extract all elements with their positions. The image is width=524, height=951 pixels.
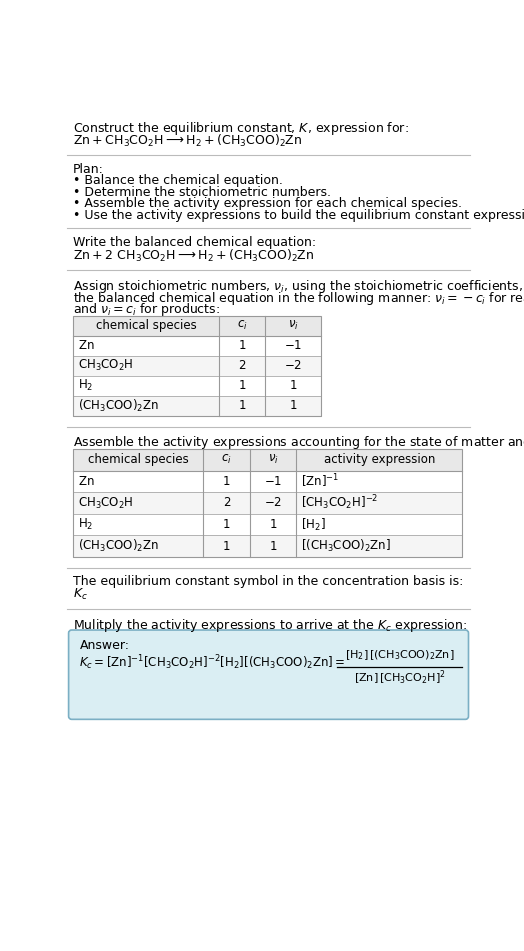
Text: $[(\mathrm{CH_3COO})_2\mathrm{Zn}]$: $[(\mathrm{CH_3COO})_2\mathrm{Zn}]$ xyxy=(301,538,391,554)
Text: $c_i$: $c_i$ xyxy=(237,320,247,333)
Text: 1: 1 xyxy=(223,518,231,531)
Text: $[\mathrm{H_2}]$: $[\mathrm{H_2}]$ xyxy=(301,516,326,533)
Text: $\nu_i$: $\nu_i$ xyxy=(268,454,279,466)
Text: 1: 1 xyxy=(269,539,277,553)
Text: activity expression: activity expression xyxy=(324,454,435,466)
Bar xyxy=(73,396,321,416)
Text: • Use the activity expressions to build the equilibrium constant expression.: • Use the activity expressions to build … xyxy=(73,209,524,222)
Text: $\mathrm{H_2}$: $\mathrm{H_2}$ xyxy=(78,378,93,394)
Text: 1: 1 xyxy=(238,379,246,393)
Text: $[\mathrm{Zn}]\,[\mathrm{CH_3CO_2H}]^2$: $[\mathrm{Zn}]\,[\mathrm{CH_3CO_2H}]^2$ xyxy=(354,669,445,687)
Text: Plan:: Plan: xyxy=(73,163,104,176)
Text: 1: 1 xyxy=(290,399,297,413)
Text: and $\nu_i = c_i$ for products:: and $\nu_i = c_i$ for products: xyxy=(73,301,220,319)
Text: Answer:: Answer: xyxy=(80,639,129,652)
Text: $-2$: $-2$ xyxy=(284,359,302,373)
Text: • Assemble the activity expression for each chemical species.: • Assemble the activity expression for e… xyxy=(73,197,462,210)
Text: chemical species: chemical species xyxy=(96,320,196,332)
Text: The equilibrium constant symbol in the concentration basis is:: The equilibrium constant symbol in the c… xyxy=(73,575,464,589)
Text: $-1$: $-1$ xyxy=(284,340,302,353)
Text: Assign stoichiometric numbers, $\nu_i$, using the stoichiometric coefficients, $: Assign stoichiometric numbers, $\nu_i$, … xyxy=(73,278,524,295)
Bar xyxy=(73,316,321,336)
Text: the balanced chemical equation in the following manner: $\nu_i = -c_i$ for react: the balanced chemical equation in the fo… xyxy=(73,290,524,306)
Text: $-1$: $-1$ xyxy=(264,475,282,488)
Text: $\mathrm{CH_3CO_2H}$: $\mathrm{CH_3CO_2H}$ xyxy=(78,495,134,511)
Text: 1: 1 xyxy=(238,340,246,353)
Text: $\mathrm{H_2}$: $\mathrm{H_2}$ xyxy=(78,517,93,532)
Text: Assemble the activity expressions accounting for the state of matter and $\nu_i$: Assemble the activity expressions accoun… xyxy=(73,435,524,452)
Text: 2: 2 xyxy=(223,496,231,510)
Text: 1: 1 xyxy=(269,518,277,531)
Bar xyxy=(73,449,462,471)
Text: $[\mathrm{CH_3CO_2H}]^{-2}$: $[\mathrm{CH_3CO_2H}]^{-2}$ xyxy=(301,494,378,513)
Bar xyxy=(73,493,462,514)
Text: $K_c$: $K_c$ xyxy=(73,587,88,602)
Text: $\mathrm{Zn + 2\ CH_3CO_2H \longrightarrow H_2 + (CH_3COO)_2Zn}$: $\mathrm{Zn + 2\ CH_3CO_2H \longrightarr… xyxy=(73,248,314,264)
Text: $\mathrm{(CH_3COO)_2Zn}$: $\mathrm{(CH_3COO)_2Zn}$ xyxy=(78,538,159,554)
Text: $\nu_i$: $\nu_i$ xyxy=(288,320,299,333)
Text: 1: 1 xyxy=(238,399,246,413)
Text: • Determine the stoichiometric numbers.: • Determine the stoichiometric numbers. xyxy=(73,185,331,199)
Text: $[\mathrm{Zn}]^{-1}$: $[\mathrm{Zn}]^{-1}$ xyxy=(301,473,339,490)
Text: $-2$: $-2$ xyxy=(264,496,282,510)
Text: 1: 1 xyxy=(290,379,297,393)
Text: $K_c = [\mathrm{Zn}]^{-1}[\mathrm{CH_3CO_2H}]^{-2}[\mathrm{H_2}][(\mathrm{CH_3CO: $K_c = [\mathrm{Zn}]^{-1}[\mathrm{CH_3CO… xyxy=(80,653,346,671)
Bar xyxy=(73,356,321,376)
Text: Write the balanced chemical equation:: Write the balanced chemical equation: xyxy=(73,236,316,249)
Text: $c_i$: $c_i$ xyxy=(221,454,232,466)
Text: Mulitply the activity expressions to arrive at the $K_c$ expression:: Mulitply the activity expressions to arr… xyxy=(73,617,467,634)
Text: 1: 1 xyxy=(223,475,231,488)
Text: $\mathrm{Zn}$: $\mathrm{Zn}$ xyxy=(78,340,94,353)
Text: • Balance the chemical equation.: • Balance the chemical equation. xyxy=(73,174,283,187)
FancyBboxPatch shape xyxy=(69,630,468,719)
Bar xyxy=(73,316,321,416)
Text: $\mathrm{Zn}$: $\mathrm{Zn}$ xyxy=(78,475,94,488)
Text: 2: 2 xyxy=(238,359,246,373)
Text: Construct the equilibrium constant, $K$, expression for:: Construct the equilibrium constant, $K$,… xyxy=(73,120,409,137)
Bar xyxy=(73,535,462,557)
Text: $[\mathrm{H_2}]\,[(\mathrm{CH_3COO})_2\mathrm{Zn}]$: $[\mathrm{H_2}]\,[(\mathrm{CH_3COO})_2\m… xyxy=(345,649,454,662)
Text: chemical species: chemical species xyxy=(88,454,189,466)
Text: $\mathrm{(CH_3COO)_2Zn}$: $\mathrm{(CH_3COO)_2Zn}$ xyxy=(78,398,159,414)
Text: 1: 1 xyxy=(223,539,231,553)
Bar xyxy=(73,449,462,557)
Text: $\mathrm{Zn + CH_3CO_2H \longrightarrow H_2 + (CH_3COO)_2Zn}$: $\mathrm{Zn + CH_3CO_2H \longrightarrow … xyxy=(73,132,303,148)
Text: $\mathrm{CH_3CO_2H}$: $\mathrm{CH_3CO_2H}$ xyxy=(78,359,134,374)
